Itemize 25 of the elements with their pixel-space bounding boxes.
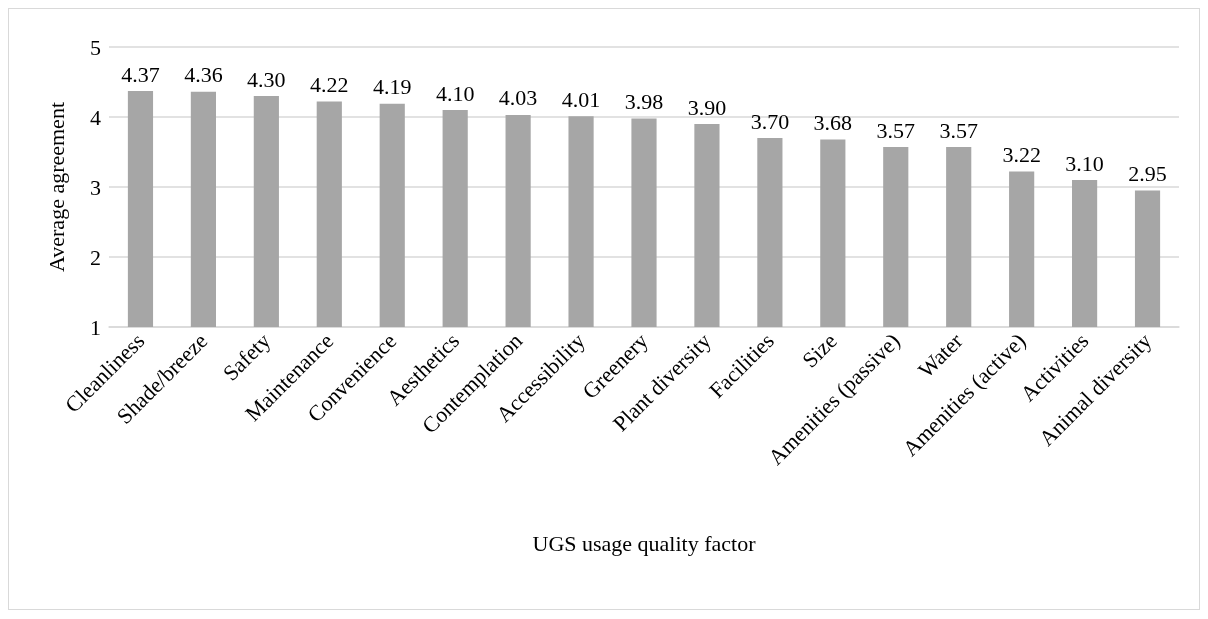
- x-axis-title: UGS usage quality factor: [532, 530, 757, 556]
- y-tick-label: 5: [90, 34, 101, 60]
- data-label: 3.68: [813, 109, 853, 135]
- data-label: 4.36: [184, 62, 223, 88]
- data-label: 4.19: [372, 74, 412, 100]
- y-tick-label: 3: [90, 174, 101, 200]
- data-label: 3.57: [939, 117, 978, 143]
- data-label: 4.22: [310, 72, 349, 98]
- data-label: 3.22: [1002, 142, 1041, 168]
- data-label: 3.90: [687, 94, 727, 120]
- data-label: 2.95: [1128, 161, 1167, 186]
- data-label: 4.30: [247, 66, 286, 92]
- data-label: 4.10: [435, 80, 475, 106]
- data-label: 4.03: [498, 85, 538, 111]
- data-label: 3.57: [876, 117, 916, 143]
- data-label: 3.70: [750, 108, 790, 134]
- y-tick-label: 4: [90, 104, 101, 130]
- y-axis-title: Average agreement: [43, 102, 69, 272]
- y-tick-label: 2: [90, 244, 101, 270]
- data-label: 3.10: [1065, 150, 1104, 176]
- data-label: 4.37: [121, 61, 160, 87]
- x-tick-label: Size: [797, 328, 842, 373]
- data-label: 3.98: [624, 88, 664, 114]
- y-tick-label: 1: [90, 314, 101, 340]
- data-label: 4.01: [561, 86, 601, 112]
